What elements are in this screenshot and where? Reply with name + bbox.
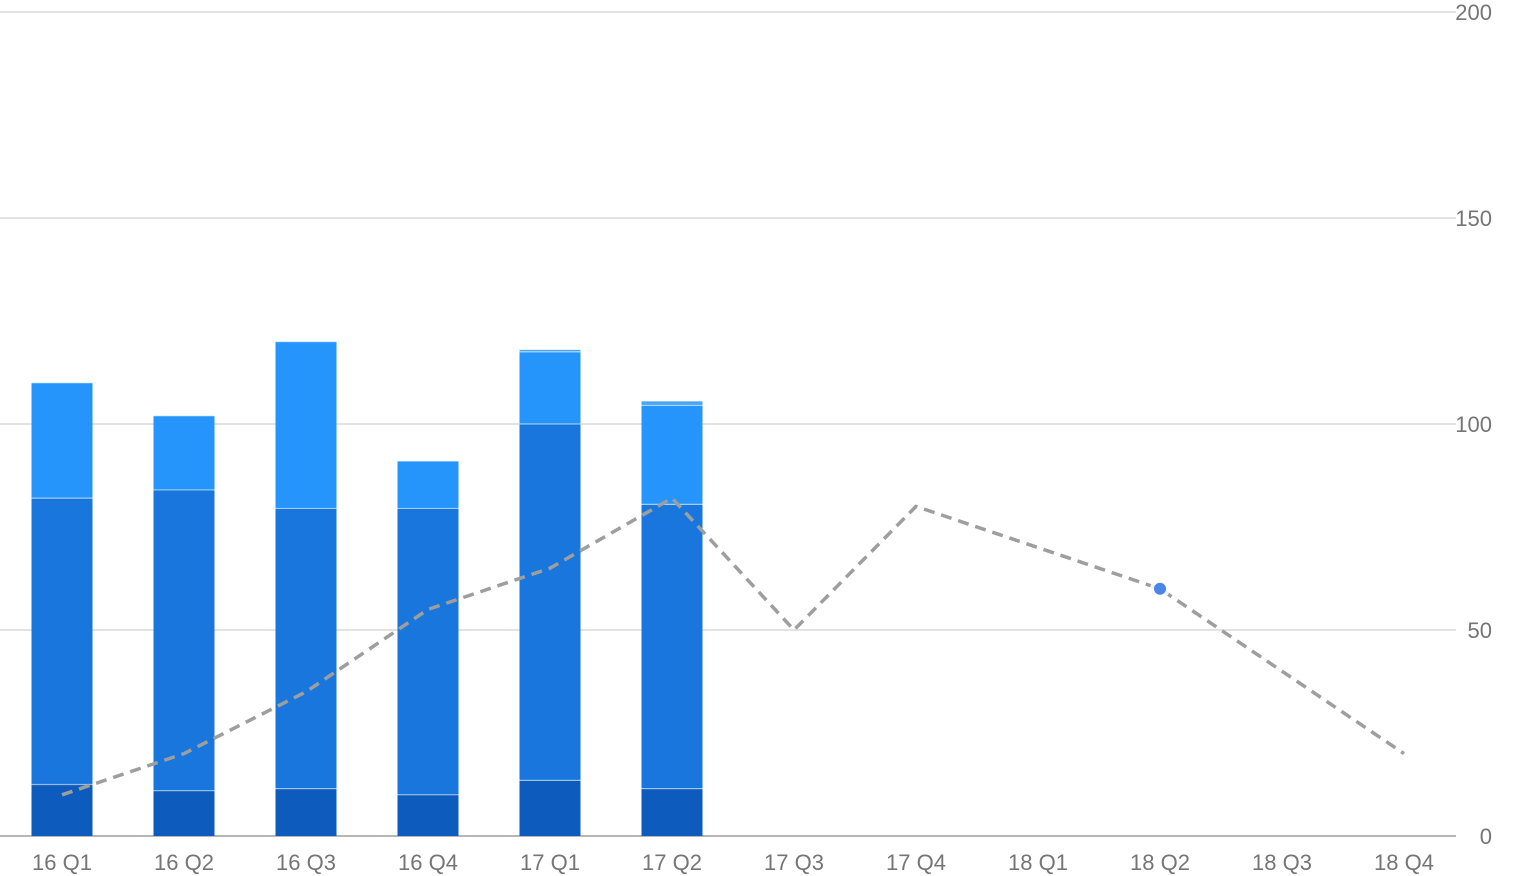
x-tick-label: 17 Q1: [520, 850, 580, 875]
bar-segment[interactable]: [153, 489, 215, 791]
bar-segment[interactable]: [519, 424, 581, 781]
x-tick-label: 18 Q3: [1252, 850, 1312, 875]
y-tick-label: 100: [1455, 412, 1492, 437]
bar-segment[interactable]: [397, 794, 459, 836]
bar-segment[interactable]: [641, 405, 703, 505]
bar-segment[interactable]: [275, 508, 337, 789]
bar-segment[interactable]: [641, 504, 703, 789]
bar-segment[interactable]: [31, 498, 93, 785]
bar-segment[interactable]: [519, 349, 581, 352]
bar-segment[interactable]: [641, 788, 703, 836]
y-axis-ticks: 0 50 100 150 200: [1455, 0, 1492, 849]
bar-segment[interactable]: [31, 784, 93, 837]
bar-series: [31, 341, 703, 837]
y-tick-label: 0: [1480, 824, 1492, 849]
bar-segment[interactable]: [519, 351, 581, 424]
bar-segment[interactable]: [153, 415, 215, 490]
bar-segment[interactable]: [397, 461, 459, 509]
x-tick-label: 17 Q2: [642, 850, 702, 875]
trend-line-series: [61, 496, 1405, 797]
trend-line[interactable]: [61, 496, 1405, 797]
x-tick-label: 16 Q4: [398, 850, 458, 875]
x-tick-label: 16 Q2: [154, 850, 214, 875]
bar-segment[interactable]: [397, 508, 459, 795]
x-tick-label: 18 Q2: [1130, 850, 1190, 875]
x-tick-label: 17 Q3: [764, 850, 824, 875]
x-tick-label: 18 Q4: [1374, 850, 1434, 875]
bar-segment[interactable]: [519, 780, 581, 836]
x-tick-label: 16 Q3: [276, 850, 336, 875]
x-tick-label: 18 Q1: [1008, 850, 1068, 875]
x-tick-label: 17 Q4: [886, 850, 946, 875]
bar-segment[interactable]: [641, 401, 703, 406]
y-tick-label: 200: [1455, 0, 1492, 25]
bar-segment[interactable]: [31, 382, 93, 499]
x-tick-label: 16 Q1: [32, 850, 92, 875]
bar-segment[interactable]: [275, 341, 337, 509]
x-axis-ticks: 16 Q1 16 Q2 16 Q3 16 Q4 17 Q1 17 Q2 17 Q3 17 Q4…: [32, 850, 1434, 875]
gridlines: [0, 11, 1456, 837]
bar-segment[interactable]: [153, 790, 215, 836]
bar-segment[interactable]: [275, 788, 337, 836]
y-tick-label: 150: [1455, 206, 1492, 231]
highlight-point[interactable]: [1154, 582, 1166, 595]
y-tick-label: 50: [1468, 618, 1492, 643]
